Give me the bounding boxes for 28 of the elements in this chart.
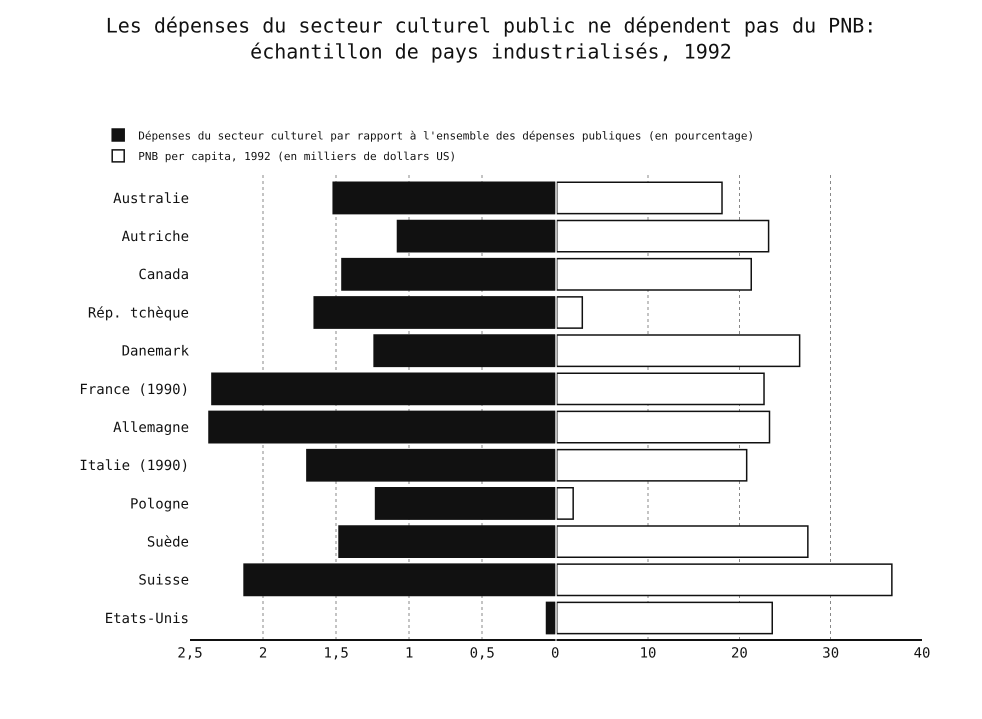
y-tick-label: Canada: [138, 267, 189, 284]
y-tick-label: Suède: [146, 534, 189, 551]
y-tick-label: Italie (1990): [79, 458, 189, 474]
bar: [556, 296, 584, 329]
y-tick-label: Rép. tchèque: [88, 305, 189, 322]
x-tick-label: 20: [730, 646, 748, 662]
x-tick-label: 40: [914, 646, 930, 662]
y-tick-label: Danemark: [122, 344, 190, 360]
x-tick-label: 0,5: [470, 646, 495, 662]
x-tick-label: 1: [404, 646, 414, 662]
y-tick-label: Etats-Unis: [104, 610, 189, 627]
bar: [546, 602, 556, 634]
x-tick-label: 2: [258, 646, 268, 662]
legend-label: Dépenses du secteur culturel par rapport à l'ensemble des dépenses publiques (en pourcentage): [138, 129, 754, 142]
y-tick-label: Suisse: [138, 572, 189, 589]
y-tick-label: Australie: [113, 190, 189, 207]
legend-label: PNB per capita, 1992 (en milliers de dollars US): [138, 150, 456, 164]
chart-title: Les dépenses du secteur culturel public ne dépendent pas du PNB: échantillon de pays industrialisés, 1992: [106, 13, 876, 64]
x-tick-label: 2,5: [177, 646, 203, 662]
x-tick-label: 30: [822, 646, 840, 662]
x-tick-label: 10: [640, 646, 656, 662]
y-tick-label: Pologne: [130, 496, 189, 512]
y-tick-label: Allemagne: [113, 420, 189, 436]
x-tick-label: 1,5: [323, 646, 349, 662]
bar: [556, 487, 574, 520]
x-tick-label: 0: [551, 646, 560, 662]
y-tick-label: France (1990): [79, 382, 189, 398]
y-tick-label: Autriche: [122, 229, 189, 245]
